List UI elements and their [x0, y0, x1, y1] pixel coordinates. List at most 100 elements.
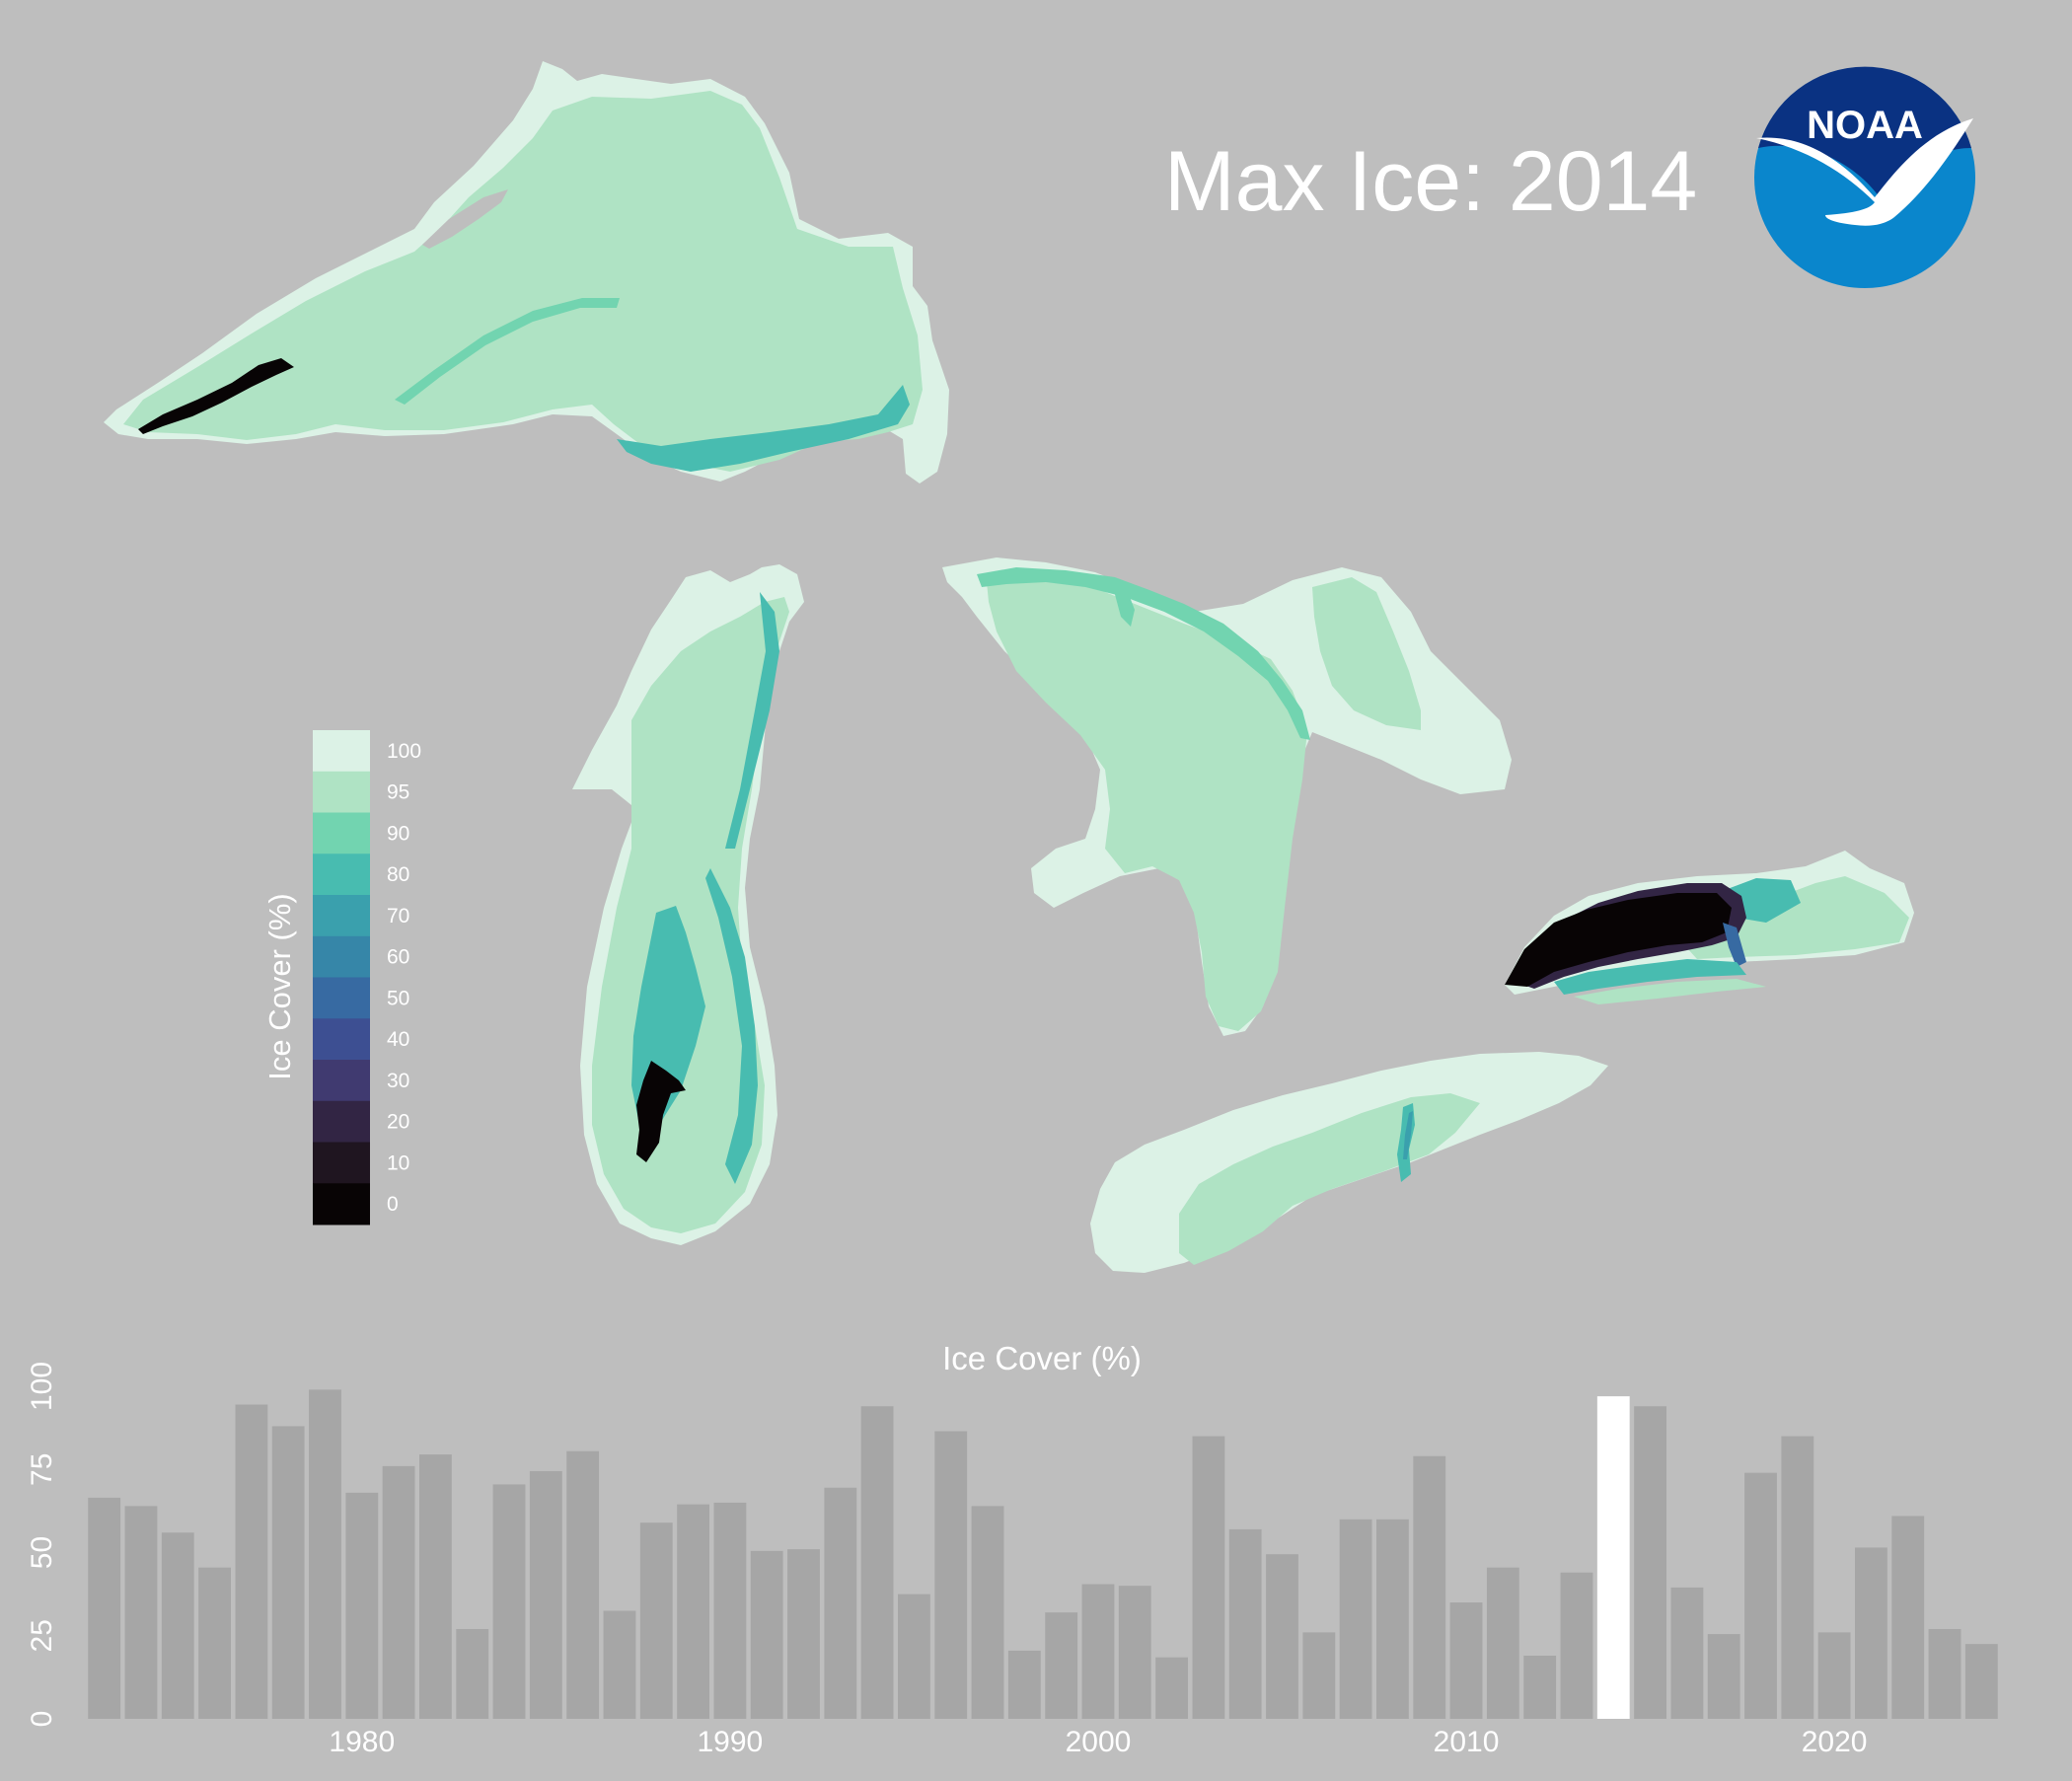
isle-royale [422, 189, 508, 249]
legend-swatch-40 [313, 1018, 370, 1061]
lake-huron-ice-95 [987, 574, 1307, 1031]
georgian-bay-ice-95 [1312, 577, 1421, 730]
bar-1977 [235, 1404, 268, 1719]
legend-swatch-90 [313, 812, 370, 854]
x-tick-1980: 1980 [329, 1726, 395, 1758]
bar-2015 [1634, 1406, 1666, 1719]
legend-swatches [313, 730, 370, 1225]
bar-2012 [1523, 1655, 1557, 1719]
y-tick-75: 75 [26, 1453, 58, 1486]
bar-2018 [1744, 1472, 1777, 1719]
lake-ontario-ice-80-south [1554, 959, 1746, 995]
bar-1984 [492, 1484, 526, 1719]
bar-1988 [639, 1522, 673, 1719]
legend-swatch-10 [313, 1142, 370, 1184]
legend-swatch-100 [313, 730, 370, 773]
legend-label-95: 95 [387, 781, 409, 804]
y-tick-25: 25 [26, 1619, 58, 1652]
lake-superior-ice-95 [123, 91, 923, 472]
noaa-gull-icon [1756, 118, 1973, 226]
bar-1975 [161, 1532, 194, 1719]
lake-ontario-ice-95-south [1574, 979, 1766, 1004]
legend-label-50: 50 [387, 987, 409, 1009]
bar-2024 [1964, 1644, 1998, 1719]
bar-1990 [713, 1502, 747, 1719]
lake-ontario-ice-0 [1505, 893, 1732, 987]
bar-2008 [1376, 1519, 1409, 1719]
legend-label-60: 60 [387, 946, 409, 969]
bar-1981 [382, 1465, 415, 1719]
lake-michigan-ice-80-east-band [705, 868, 758, 1184]
lake-erie-ice-70-band [1403, 1111, 1413, 1159]
x-tick-2000: 2000 [1066, 1726, 1132, 1758]
bar-1982 [419, 1454, 452, 1719]
legend-label-10: 10 [387, 1151, 409, 1174]
lake-michigan-ice-0-pocket [636, 1061, 686, 1162]
bar-1983 [456, 1629, 489, 1719]
lake-ontario-ice-50-tip [1723, 923, 1746, 967]
chart-x-ticks: 1980 1990 2000 2010 2020 [329, 1726, 1867, 1758]
bar-2023 [1928, 1629, 1961, 1719]
bar-2014 [1596, 1396, 1630, 1719]
lake-huron-ice-90-north-band [977, 567, 1310, 740]
legend-label-80: 80 [387, 863, 409, 886]
bar-1997 [971, 1506, 1004, 1719]
legend-label-90: 90 [387, 822, 409, 845]
chart-bars [88, 1389, 1998, 1719]
legend-label-30: 30 [387, 1070, 409, 1092]
legend-swatch-50 [313, 977, 370, 1019]
bar-1980 [345, 1492, 379, 1719]
bar-2021 [1855, 1547, 1887, 1719]
legend-swatch-20 [313, 1100, 370, 1143]
bar-1999 [1045, 1612, 1078, 1719]
bar-1976 [198, 1567, 231, 1719]
lake-superior-ice-90-band [395, 298, 620, 405]
legend-swatch-95 [313, 771, 370, 813]
lake-superior [104, 61, 949, 483]
noaa-logo: NOAA [1754, 66, 1975, 288]
bar-2022 [1891, 1516, 1925, 1719]
bar-1996 [934, 1431, 968, 1719]
x-tick-2020: 2020 [1802, 1726, 1868, 1758]
bar-2007 [1339, 1519, 1372, 1719]
lake-ontario [1505, 851, 1914, 1004]
bar-2004 [1228, 1528, 1262, 1719]
bar-2020 [1817, 1632, 1851, 1719]
bar-2002 [1155, 1657, 1188, 1719]
lake-michigan-ice-80-east-channel [725, 592, 779, 849]
lake-erie [1090, 1052, 1608, 1273]
bar-1989 [677, 1504, 709, 1719]
ice-cover-bar-chart: Ice Cover (%) 0 25 50 75 100 1980 1990 2000 201… [26, 1340, 1998, 1758]
map-title: Max Ice: 2014 [1164, 134, 1698, 229]
chart-title: Ice Cover (%) [942, 1340, 1142, 1376]
bar-1987 [603, 1610, 636, 1719]
lake-huron [942, 557, 1512, 1036]
y-tick-100: 100 [26, 1362, 58, 1411]
legend-swatch-60 [313, 935, 370, 978]
legend-swatch-80 [313, 853, 370, 896]
bar-1991 [750, 1550, 783, 1719]
legend-swatch-0 [313, 1183, 370, 1225]
lake-superior-ice-0-pocket [138, 358, 294, 434]
bar-2011 [1486, 1567, 1519, 1719]
lake-michigan [572, 564, 804, 1245]
bar-1995 [898, 1594, 930, 1719]
bar-2009 [1413, 1455, 1446, 1719]
legend-label-70: 70 [387, 905, 409, 928]
bar-1973 [88, 1497, 121, 1719]
legend-label-0: 0 [387, 1193, 399, 1216]
legend-swatch-30 [313, 1060, 370, 1102]
bar-1998 [1007, 1650, 1041, 1719]
x-tick-2010: 2010 [1434, 1726, 1500, 1758]
chart-y-ticks: 0 25 50 75 100 [26, 1362, 58, 1727]
bar-2016 [1670, 1587, 1704, 1719]
bar-2010 [1449, 1602, 1483, 1719]
bar-2006 [1302, 1632, 1336, 1719]
legend-label-100: 100 [387, 740, 421, 763]
y-tick-50: 50 [26, 1536, 58, 1569]
legend-title: Ice Cover (%) [262, 893, 297, 1079]
